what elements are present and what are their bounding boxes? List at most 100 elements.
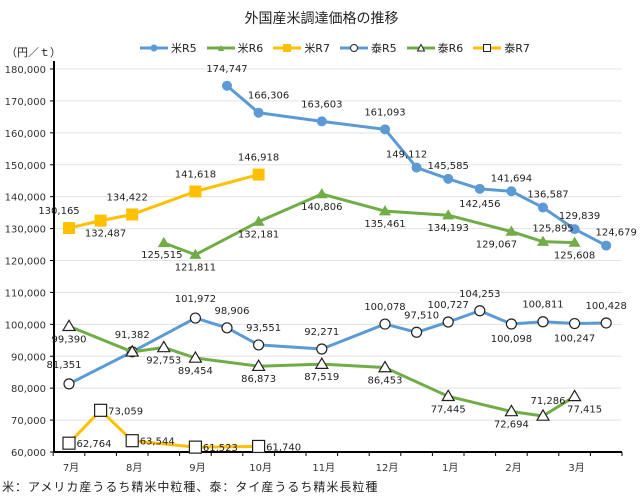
data-point-marker [568, 236, 581, 247]
x-tick-label: 1月 [442, 462, 458, 474]
data-point-marker [537, 235, 549, 246]
legend-item: 米R7 [273, 40, 330, 56]
data-point-marker [252, 439, 266, 454]
chart-title: 外国産米調達価格の推移 [244, 11, 399, 27]
data-point-marker [221, 322, 233, 334]
data-label: 104,253 [459, 289, 500, 300]
data-label: 92,753 [146, 355, 181, 366]
data-label: 98,906 [215, 306, 250, 317]
data-point-marker [126, 208, 139, 221]
data-point-marker [537, 316, 549, 328]
data-label: 132,181 [238, 230, 279, 241]
data-label: 77,445 [431, 404, 466, 415]
data-point-marker [156, 340, 171, 353]
data-label: 121,811 [175, 263, 216, 274]
data-point-marker [411, 326, 423, 338]
data-point-marker [504, 404, 519, 417]
data-label: 92,271 [304, 327, 339, 338]
data-point-marker [63, 378, 75, 390]
data-label: 77,415 [567, 404, 602, 415]
data-label: 140,806 [301, 202, 342, 213]
y-tick-label: 60,000 [11, 448, 46, 459]
data-label: 163,603 [301, 99, 342, 110]
footnote: 米：アメリカ産うるち精米中粒種、泰：タイ産うるち精米長粒種 [2, 480, 379, 494]
x-tick-label: 3月 [568, 462, 584, 474]
data-point-marker [411, 162, 422, 173]
data-point-marker [505, 225, 518, 236]
legend-item: 泰R7 [473, 40, 530, 56]
data-label: 166,306 [248, 91, 289, 102]
data-point-marker [379, 205, 391, 216]
legend-label: 米R5 [171, 42, 197, 55]
data-point-marker [474, 305, 486, 317]
data-label: 61,740 [266, 442, 301, 453]
legend: 米R5 米R6 米R7 泰R5 泰R6 泰R7 [140, 40, 530, 56]
x-tick-label: 12月 [376, 462, 399, 474]
y-tick-label: 120,000 [5, 257, 46, 268]
data-label: 141,618 [175, 170, 216, 181]
data-point-marker [442, 209, 455, 220]
data-point-marker [567, 389, 582, 402]
data-label: 174,747 [206, 64, 247, 75]
data-label: 81,351 [47, 360, 82, 371]
data-label: 125,515 [141, 250, 182, 261]
y-axis-unit-label: （円／ｔ） [6, 46, 61, 59]
legend-swatch-icon [206, 45, 235, 51]
data-label: 62,764 [77, 439, 112, 450]
data-label: 134,193 [428, 223, 469, 234]
legend-swatch-icon [273, 44, 302, 52]
data-label: 89,454 [178, 366, 213, 377]
data-label: 149,112 [386, 150, 427, 161]
data-point-marker [125, 434, 139, 448]
data-point-marker [253, 107, 264, 118]
data-label: 146,918 [238, 153, 279, 164]
data-point-marker [189, 248, 202, 259]
data-point-marker [600, 317, 612, 329]
x-tick-label: 2月 [505, 462, 521, 474]
legend-item: 米R6 [206, 40, 264, 56]
data-point-marker [188, 350, 203, 363]
data-label: 136,587 [527, 190, 568, 201]
y-tick-label: 160,000 [5, 129, 46, 140]
legend-label: 泰R5 [370, 42, 397, 55]
data-label: 129,839 [559, 211, 600, 222]
data-point-marker [601, 240, 612, 251]
data-label: 125,895 [532, 224, 573, 235]
data-point-marker [568, 317, 581, 330]
data-point-marker [189, 312, 201, 324]
data-label: 141,694 [491, 173, 532, 184]
x-tick-label: 8月 [126, 462, 142, 474]
data-point-marker [569, 224, 580, 235]
legend-swatch-icon [339, 44, 368, 52]
data-point-marker [315, 188, 328, 199]
y-tick-label: 70,000 [11, 416, 46, 427]
legend-label: 米R7 [304, 42, 330, 55]
y-tick-label: 180,000 [5, 65, 46, 76]
data-label: 100,811 [522, 300, 563, 311]
data-label: 132,487 [85, 229, 126, 240]
data-point-marker [125, 344, 140, 357]
data-point-marker [253, 339, 265, 351]
data-label: 97,510 [404, 310, 439, 321]
legend-swatch-icon [473, 44, 502, 52]
data-label: 93,551 [246, 323, 281, 334]
data-label: 134,422 [107, 192, 148, 203]
data-label: 135,461 [364, 219, 405, 230]
legend-swatch-icon [140, 44, 168, 52]
data-point-marker [61, 319, 77, 332]
data-point-marker [474, 183, 485, 194]
x-tick-label: 11月 [312, 462, 335, 474]
data-label: 129,067 [476, 240, 517, 251]
legend-label: 米R6 [237, 42, 264, 55]
legend-item: 泰R5 [339, 40, 397, 56]
data-label: 91,382 [115, 330, 150, 341]
data-point-marker [316, 343, 328, 355]
data-label: 87,519 [304, 372, 339, 383]
data-label: 71,286 [531, 396, 566, 407]
y-tick-label: 100,000 [5, 320, 46, 331]
data-point-marker [222, 80, 232, 91]
data-point-marker [93, 403, 108, 417]
data-point-marker [506, 186, 517, 197]
y-tick-label: 150,000 [5, 161, 46, 172]
